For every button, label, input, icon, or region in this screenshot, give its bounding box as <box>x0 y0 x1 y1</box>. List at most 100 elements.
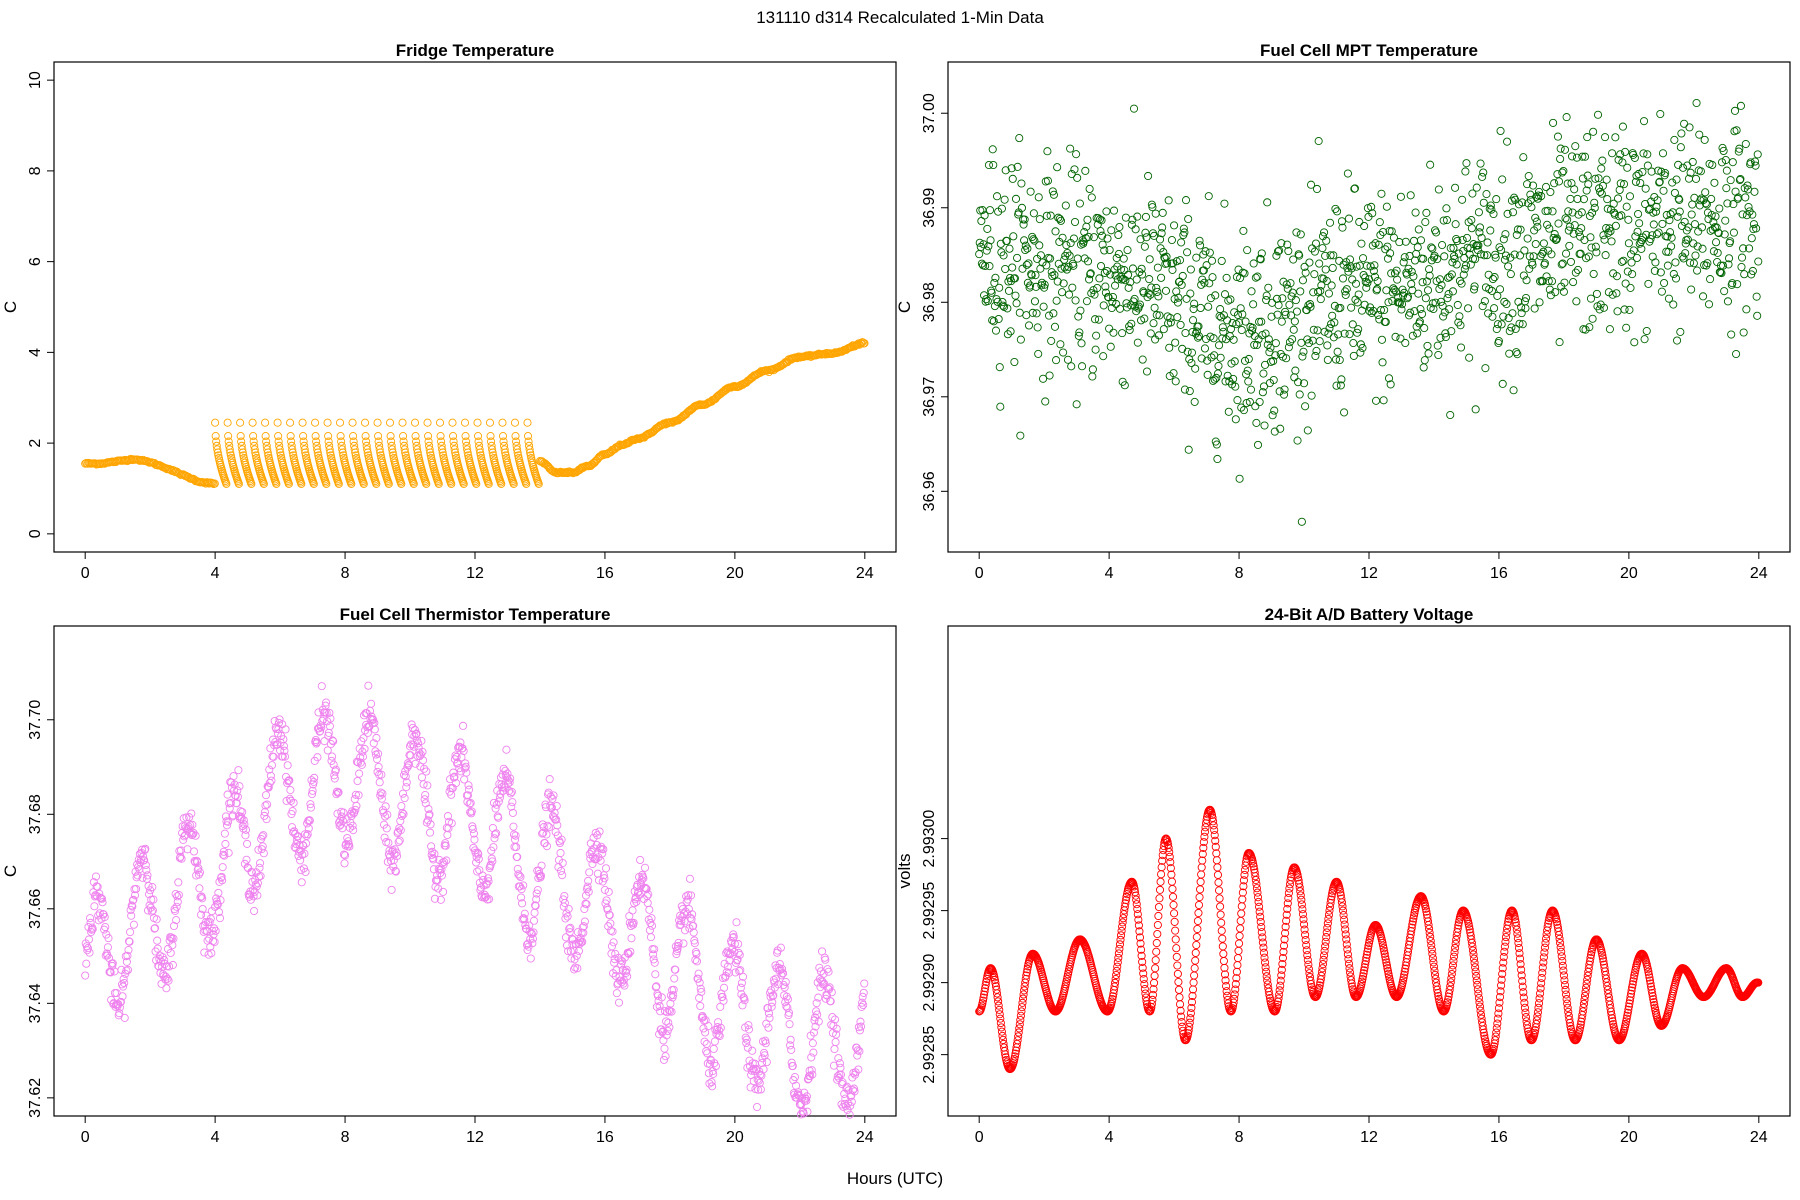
data-point <box>336 816 345 825</box>
data-point <box>571 468 581 477</box>
data-point <box>500 445 509 454</box>
data-point <box>1150 231 1159 240</box>
data-point <box>1624 215 1633 224</box>
data-point <box>628 906 637 915</box>
data-point <box>1391 332 1400 341</box>
data-point <box>1464 304 1473 313</box>
data-point <box>1349 351 1358 360</box>
data-point <box>1559 287 1568 296</box>
data-point <box>1012 299 1021 308</box>
data-point <box>1724 254 1734 263</box>
data-point <box>1601 133 1610 142</box>
data-point <box>1321 251 1330 260</box>
data-point <box>1437 281 1446 290</box>
data-point <box>410 418 420 427</box>
data-point <box>1585 323 1594 332</box>
data-point <box>1545 285 1554 294</box>
data-point <box>240 820 249 829</box>
data-point <box>312 738 321 747</box>
data-point <box>1175 993 1184 1002</box>
data-point <box>289 828 298 837</box>
data-point <box>1569 278 1578 287</box>
data-point <box>1439 216 1448 225</box>
data-point <box>1216 910 1225 919</box>
data-point <box>1466 260 1475 269</box>
data-point <box>473 418 482 427</box>
data-point <box>1492 325 1501 334</box>
data-point <box>1331 204 1340 213</box>
data-point <box>1041 397 1050 406</box>
data-point <box>249 432 258 441</box>
data-point <box>212 437 221 446</box>
data-point <box>1312 346 1321 355</box>
data-point <box>1049 309 1058 318</box>
data-point <box>351 805 360 814</box>
data-point <box>1549 118 1558 127</box>
data-point <box>1611 133 1620 142</box>
data-point <box>1582 186 1591 195</box>
data-point <box>1307 180 1316 189</box>
data-point <box>1170 917 1179 926</box>
data-point <box>331 765 340 774</box>
data-point <box>215 914 225 923</box>
data-point <box>1503 137 1512 146</box>
data-point <box>1344 214 1354 223</box>
data-point <box>1071 296 1080 305</box>
data-point <box>1591 242 1600 251</box>
data-point <box>1376 306 1385 315</box>
data-point <box>1106 270 1115 279</box>
data-point <box>1042 261 1051 270</box>
data-point <box>1305 258 1314 267</box>
data-point <box>1491 250 1500 259</box>
data-point <box>830 1044 839 1054</box>
data-point <box>108 959 117 968</box>
data-point <box>1267 312 1276 321</box>
data-point <box>1717 269 1726 278</box>
data-point <box>1721 155 1730 165</box>
data-point <box>1698 244 1707 253</box>
data-point <box>1054 259 1063 268</box>
data-point <box>1194 900 1204 910</box>
data-point <box>651 970 660 979</box>
data-point <box>1644 279 1653 288</box>
data-point <box>720 983 729 992</box>
data-point <box>1166 318 1175 327</box>
data-point <box>484 479 493 488</box>
data-point <box>1434 185 1443 194</box>
data-point <box>96 893 105 902</box>
data-point <box>1132 275 1141 284</box>
data-point <box>218 863 227 872</box>
data-point <box>1512 348 1521 357</box>
data-points <box>81 338 869 489</box>
data-point <box>1231 382 1240 391</box>
data-point <box>1205 279 1214 288</box>
data-point <box>214 907 223 917</box>
data-point <box>1150 971 1159 980</box>
data-point <box>585 868 594 877</box>
data-point <box>308 786 317 795</box>
data-point <box>1140 242 1149 251</box>
data-point <box>1152 283 1161 292</box>
data-point <box>1218 942 1227 951</box>
data-point <box>1050 322 1060 331</box>
data-point <box>1444 290 1453 299</box>
data-point <box>226 798 235 808</box>
data-point <box>859 1000 868 1010</box>
data-point <box>1680 217 1689 226</box>
data-point <box>1754 257 1763 266</box>
x-tick-label: 24 <box>856 565 874 582</box>
data-point <box>209 924 219 933</box>
data-point <box>1556 154 1565 163</box>
data-point <box>1200 344 1209 353</box>
data-point <box>1563 215 1572 224</box>
data-point <box>139 455 148 464</box>
data-point <box>1427 243 1436 252</box>
data-point <box>1598 181 1607 190</box>
data-point <box>1508 208 1518 217</box>
data-point <box>1708 160 1717 170</box>
data-point <box>1034 349 1043 358</box>
data-point <box>1216 353 1225 362</box>
data-point <box>1345 330 1354 339</box>
data-point <box>1483 238 1492 247</box>
data-point <box>1443 294 1452 303</box>
